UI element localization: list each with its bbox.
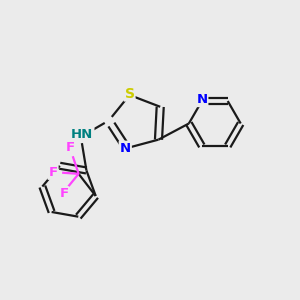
Text: F: F <box>59 188 68 200</box>
Text: N: N <box>120 142 131 154</box>
Text: HN: HN <box>71 128 93 141</box>
Text: S: S <box>124 86 134 100</box>
Text: N: N <box>196 93 207 106</box>
Text: F: F <box>66 141 75 154</box>
Text: F: F <box>48 166 58 179</box>
